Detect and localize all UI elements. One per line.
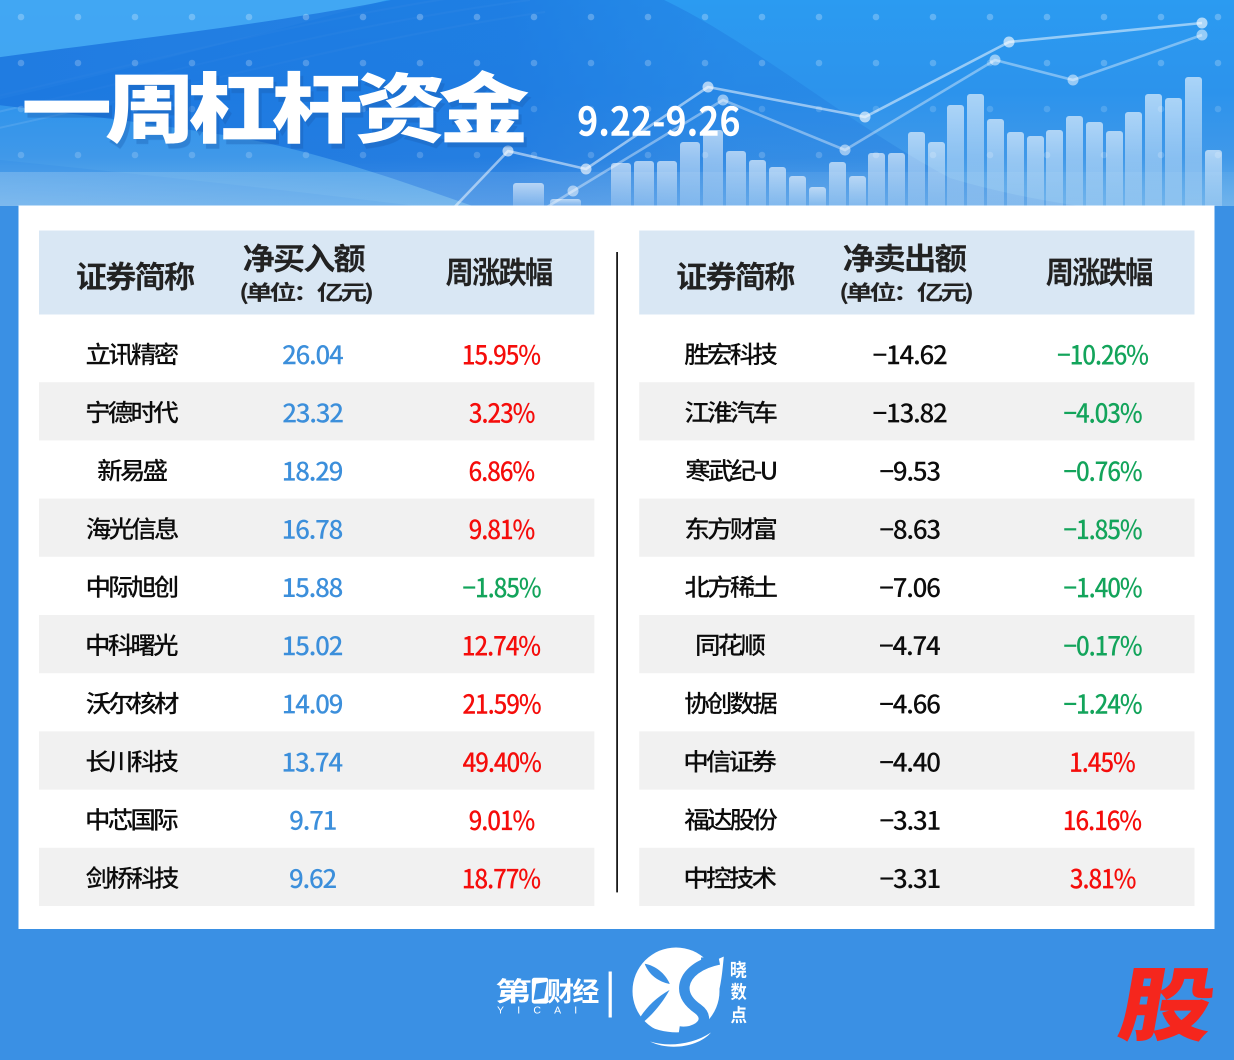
svg-text:YICAI: YICAI xyxy=(497,1005,590,1017)
